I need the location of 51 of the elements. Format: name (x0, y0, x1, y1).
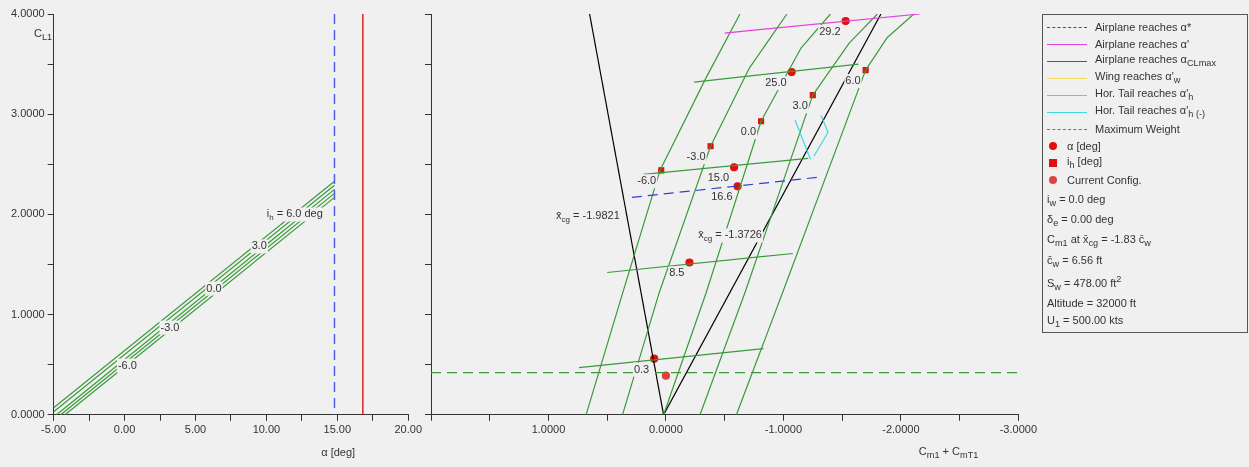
annotation: 8.5 (669, 266, 685, 279)
y-tick-label: 2.0000 (10, 207, 45, 220)
x-tick-label: 15.00 (323, 423, 352, 436)
x-tick-label: -2.0000 (882, 423, 920, 436)
y-tick-label: 3.0000 (10, 107, 45, 120)
y-tick-label: 4.0000 (10, 7, 45, 20)
legend-label: Hor. Tail reaches α'$_{h (-)}$ (1095, 103, 1206, 120)
text: U$_{1}$ = 500.00 kts (1047, 313, 1125, 329)
y-tick-label: 1.0000 (10, 307, 45, 320)
legend-label: i$_{h}$ [deg] (1067, 154, 1103, 171)
legend-label: Airplane reaches α$_{CLmax}$ (1095, 52, 1216, 69)
legend-label: Airplane reaches α' (1095, 37, 1190, 50)
annotation: 6.0 (845, 74, 861, 87)
text: S$_{w}$ = 478.00 ft$^{2}$ (1047, 273, 1123, 292)
annotation: 29.2 (819, 25, 841, 38)
text: δ$_{e}$ = 0.00 deg (1047, 213, 1115, 229)
annotation: 25.0 (765, 76, 787, 89)
legend-label: Hor. Tail reaches α'$_{h}$ (1095, 86, 1194, 103)
y-axis-title: C$_{L1}$ (34, 26, 53, 42)
legend-label: Maximum Weight (1095, 122, 1180, 135)
text: c̄$_{w}$ = 6.56 ft (1047, 253, 1104, 269)
y-tick-label: 0.0000 (10, 407, 45, 420)
text: i$_{w}$ = 0.0 deg (1047, 193, 1107, 209)
annotation: 15.0 (707, 171, 730, 184)
x-tick-label: 0.0000 (649, 423, 683, 436)
annotation: 0.0 (740, 125, 757, 138)
annotation: -6.0 (117, 358, 137, 371)
x-tick-label: 5.00 (184, 423, 207, 436)
annotation: 0.0 (206, 281, 222, 294)
legend-label: Wing reaches α'$_{w}$ (1095, 69, 1181, 86)
x-tick-label: 10.00 (252, 423, 281, 436)
annotation: 3.0 (792, 99, 808, 112)
x-tick-label: 0.00 (113, 423, 136, 436)
annotation: 0.3 (633, 362, 650, 375)
text: C$_{m1}$ at x̄$_{cg}$ = -1.83 c̄$_{w}$ (1047, 233, 1152, 249)
annotation: 3.0 (251, 239, 267, 252)
x-tick-label: 1.0000 (531, 423, 566, 436)
x-tick-label: -1.0000 (764, 423, 803, 436)
x-tick-label: -3.0000 (999, 423, 1037, 436)
annotation: -3.0 (160, 320, 180, 333)
x-tick-label: 20.00 (394, 423, 422, 436)
text: Altitude = 32000 ft (1047, 296, 1137, 309)
legend-label: α [deg] (1067, 139, 1101, 152)
annotation: -6.0 (637, 174, 657, 187)
x-axis-title: α [deg] (321, 446, 356, 458)
legend-label: Current Config. (1067, 173, 1142, 186)
legend-label: Airplane reaches α* (1095, 20, 1192, 33)
x-tick-label: -5.00 (41, 423, 67, 436)
annotation: 16.6 (711, 190, 733, 203)
x-axis-title: C$_{m1}$ + C$_{mT1}$ (918, 444, 979, 460)
annotation: -3.0 (686, 150, 706, 163)
